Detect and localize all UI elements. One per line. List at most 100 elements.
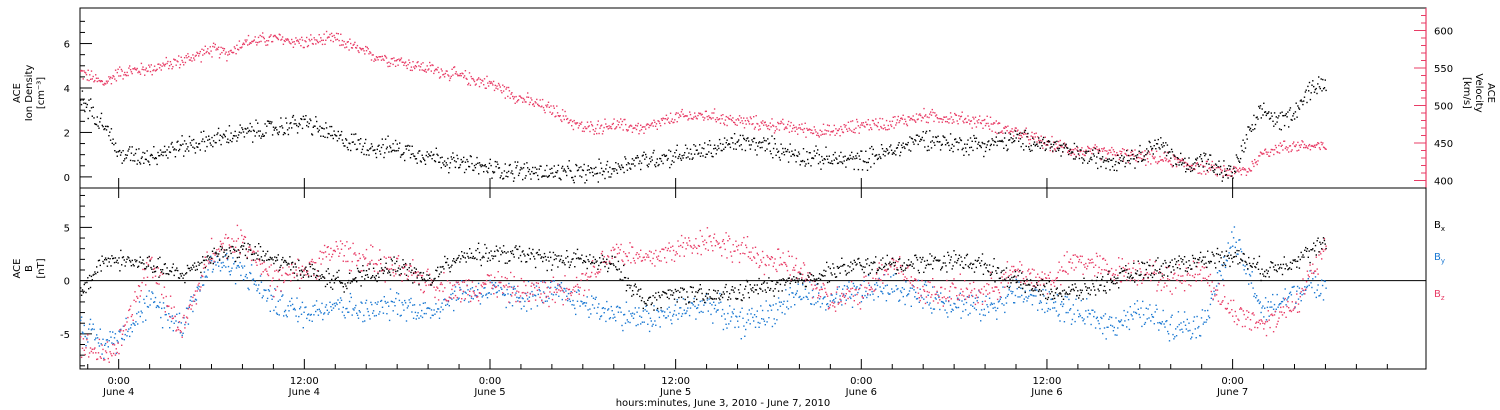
- by-series-point: [1240, 248, 1242, 250]
- velocity-series-point: [1157, 161, 1159, 163]
- density-series-point: [183, 140, 186, 142]
- by-series-point: [1181, 328, 1183, 330]
- density-series-point: [1222, 176, 1224, 179]
- density-series-point: [238, 131, 241, 133]
- bz-series-point: [352, 242, 354, 245]
- bz-series-point: [273, 296, 275, 298]
- velocity-series-point: [1030, 135, 1032, 137]
- density-series-point: [1210, 166, 1213, 169]
- by-series-point: [1119, 320, 1122, 323]
- velocity-series-point: [1234, 172, 1236, 175]
- density-series-point: [947, 141, 949, 144]
- by-series-point: [371, 303, 373, 306]
- velocity-series-point: [1224, 168, 1226, 170]
- by-series-point: [258, 292, 261, 294]
- bz-series-point: [163, 286, 166, 288]
- velocity-series-point: [1181, 158, 1184, 160]
- velocity-series-point: [80, 69, 83, 72]
- bz-series-point: [283, 279, 286, 282]
- density-series-point: [299, 124, 301, 126]
- by-series-point: [253, 283, 255, 285]
- density-series-point: [658, 163, 660, 166]
- density-series-point: [1254, 128, 1256, 130]
- by-series-point: [876, 284, 879, 287]
- velocity-series-point: [1205, 160, 1208, 163]
- velocity-series-point: [293, 41, 295, 43]
- by-series-point: [106, 339, 109, 341]
- by-series-point: [742, 317, 744, 319]
- by-series-point: [1105, 338, 1107, 340]
- density-series-point: [653, 149, 655, 152]
- density-series-point: [323, 128, 325, 130]
- velocity-series-point: [581, 121, 583, 123]
- density-series-point: [995, 136, 997, 138]
- by-series-point: [1261, 307, 1263, 309]
- by-series-point: [316, 309, 319, 311]
- density-series-point: [362, 145, 364, 148]
- by-series-point: [555, 293, 557, 296]
- density-series-point: [1026, 136, 1028, 138]
- velocity-series-point: [1138, 152, 1140, 154]
- by-series-point: [1188, 322, 1190, 324]
- density-series-point: [443, 160, 446, 162]
- velocity-series-point: [356, 44, 359, 47]
- density-series-point: [191, 139, 193, 142]
- velocity-series-point: [1177, 161, 1179, 164]
- density-series-point: [1161, 146, 1164, 148]
- density-series-point: [508, 164, 511, 167]
- velocity-series-point: [295, 37, 297, 39]
- bz-series-point: [484, 282, 486, 284]
- by-series-point: [96, 337, 99, 339]
- bz-series-point: [239, 253, 241, 255]
- bz-series-point: [440, 282, 442, 284]
- density-series-point: [1033, 141, 1036, 143]
- bz-series-point: [413, 281, 416, 283]
- by-series-point: [564, 288, 566, 290]
- velocity-series-point: [230, 49, 232, 52]
- density-series-point: [1246, 138, 1248, 140]
- by-series-point: [769, 304, 771, 306]
- density-series-point: [962, 147, 964, 150]
- by-series-point: [360, 301, 362, 303]
- velocity-series-point: [1325, 148, 1327, 150]
- velocity-series-point: [1059, 139, 1061, 142]
- density-series-point: [1115, 160, 1117, 163]
- bz-series-point: [374, 263, 377, 265]
- density-series-point: [1004, 132, 1007, 134]
- velocity-series-point: [833, 124, 835, 127]
- density-series-point: [422, 157, 424, 159]
- field-axis-title: ACE B [nT]: [12, 258, 47, 278]
- density-series-point: [1219, 173, 1221, 176]
- velocity-series-point: [155, 69, 157, 71]
- velocity-series-point: [951, 122, 953, 124]
- velocity-series-point: [1151, 149, 1153, 152]
- by-series-point: [324, 306, 327, 308]
- velocity-series-point: [260, 40, 262, 43]
- by-series-point: [1142, 300, 1144, 303]
- velocity-series-point: [555, 115, 557, 117]
- density-series-point: [581, 169, 584, 171]
- velocity-series-point: [160, 69, 162, 71]
- velocity-series-point: [399, 58, 402, 61]
- by-series-point: [658, 316, 661, 319]
- by-series-point: [399, 315, 401, 317]
- by-series-point: [437, 308, 439, 310]
- bz-series-point: [94, 347, 96, 349]
- density-series-point: [794, 149, 796, 151]
- by-series-point: [258, 284, 260, 286]
- density-series-point: [1119, 157, 1121, 159]
- by-series-point: [806, 296, 808, 298]
- by-series-point: [688, 314, 691, 317]
- density-series-point: [787, 161, 790, 163]
- density-series-point: [568, 160, 570, 162]
- by-series-point: [548, 297, 550, 300]
- density-series-point: [708, 140, 711, 142]
- velocity-series-point: [1061, 146, 1063, 148]
- density-series-point: [404, 145, 407, 147]
- by-series-point: [999, 298, 1001, 300]
- velocity-series-point: [127, 74, 129, 77]
- by-series-point: [491, 281, 493, 284]
- by-series-point: [297, 320, 299, 323]
- velocity-series-point: [384, 54, 386, 57]
- velocity-series-point: [299, 38, 301, 41]
